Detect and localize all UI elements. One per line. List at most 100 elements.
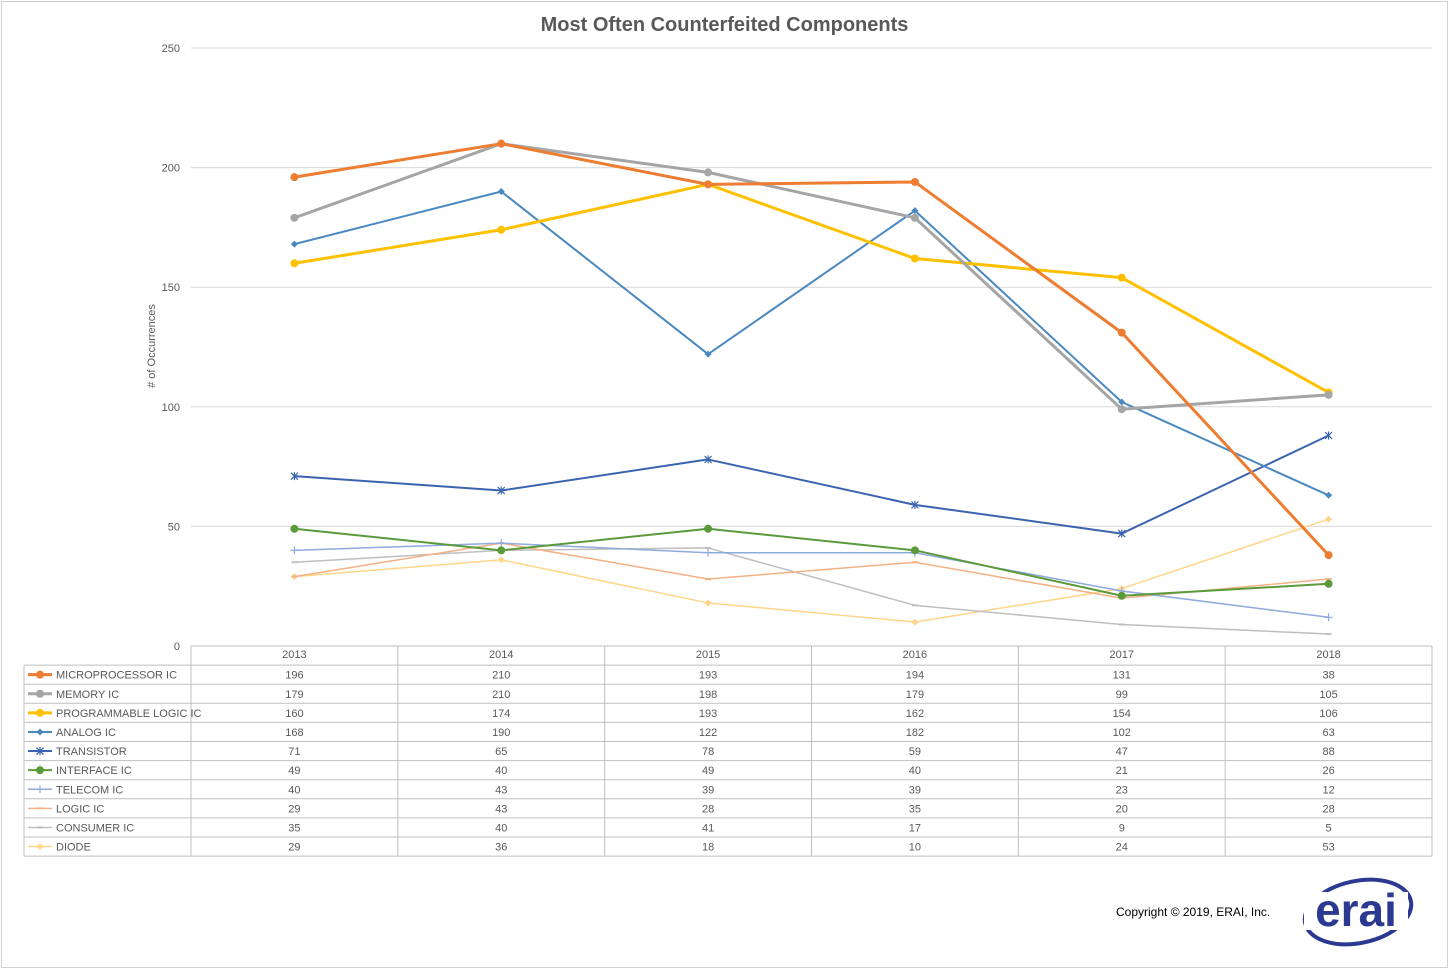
table-cell-value: 174 — [492, 708, 510, 720]
table-cell-value: 193 — [699, 708, 717, 720]
legend-label: PROGRAMMABLE LOGIC IC — [56, 708, 202, 720]
data-point — [1324, 579, 1333, 588]
data-point — [1325, 491, 1333, 499]
table-cell-value: 29 — [288, 842, 300, 854]
table-cell-value: 35 — [288, 822, 300, 834]
data-point — [497, 486, 506, 495]
data-point — [704, 350, 712, 358]
legend-label: INTERFACE IC — [56, 765, 132, 777]
data-point — [911, 618, 919, 626]
data-point — [497, 139, 506, 148]
table-cell-value: 26 — [1322, 765, 1334, 777]
table-cell-value: 65 — [495, 746, 507, 758]
legend-marker — [36, 785, 44, 794]
legend-label: DIODE — [56, 842, 91, 854]
data-point — [497, 225, 506, 234]
data-point — [1324, 551, 1333, 560]
table-cell-value: 160 — [285, 708, 303, 720]
table-cell-value: 47 — [1116, 746, 1128, 758]
y-tick-label: 100 — [162, 402, 180, 414]
table-cell-value: 40 — [495, 765, 507, 777]
series-line — [293, 142, 1329, 411]
series-line — [294, 542, 1329, 619]
table-cell-value: 53 — [1322, 842, 1334, 854]
table-cell-value: 179 — [906, 689, 924, 701]
series-line — [294, 190, 1329, 497]
legend-marker — [36, 670, 44, 679]
table-cell-value: 210 — [492, 670, 510, 682]
copyright-text: Copyright © 2019, ERAI, Inc. — [1116, 905, 1271, 919]
legend-label: CONSUMER IC — [56, 822, 134, 834]
data-point — [290, 259, 299, 268]
data-point — [497, 539, 506, 548]
data-point — [290, 240, 298, 248]
data-point — [1324, 613, 1333, 622]
table-cell-value: 28 — [702, 803, 714, 815]
table-cell-value: 168 — [285, 727, 303, 739]
table-cell-value: 102 — [1113, 727, 1131, 739]
data-point — [497, 188, 505, 196]
data-point — [1117, 328, 1126, 337]
series-line — [294, 547, 1329, 635]
data-point — [704, 455, 713, 464]
data-point — [704, 548, 713, 557]
table-cell-value: 59 — [909, 746, 921, 758]
data-point — [704, 168, 713, 177]
table-cell-value: 182 — [906, 727, 924, 739]
legend-marker — [36, 747, 44, 756]
series-line — [294, 182, 1330, 394]
legend-label: TRANSISTOR — [56, 746, 127, 758]
table-cell-value: 196 — [285, 670, 303, 682]
data-point — [1117, 591, 1126, 600]
table-cell-value: 106 — [1319, 708, 1337, 720]
table-cell-value: 29 — [288, 803, 300, 815]
table-cell-value: 71 — [288, 746, 300, 758]
table-cell-value: 12 — [1322, 784, 1334, 796]
legend-label: TELECOM IC — [56, 784, 123, 796]
legend-label: MEMORY IC — [56, 689, 119, 701]
x-tick-label: 2017 — [1110, 649, 1134, 661]
table-cell-value: 24 — [1116, 842, 1128, 854]
x-tick-label: 2018 — [1316, 649, 1340, 661]
legend-marker — [36, 728, 44, 736]
table-cell-value: 39 — [702, 784, 714, 796]
data-point — [497, 546, 506, 555]
data-point — [911, 207, 919, 215]
x-tick-label: 2013 — [282, 649, 306, 661]
y-tick-label: 250 — [162, 43, 180, 55]
data-point — [910, 254, 919, 263]
table-cell-value: 10 — [909, 842, 921, 854]
table-cell-value: 78 — [702, 746, 714, 758]
x-tick-label: 2014 — [489, 649, 513, 661]
data-point — [910, 213, 919, 222]
data-point — [290, 524, 299, 533]
series-line — [294, 434, 1330, 535]
table-cell-value: 23 — [1116, 784, 1128, 796]
data-point — [1117, 405, 1126, 414]
legend-marker — [36, 766, 44, 775]
data-point — [1118, 398, 1126, 406]
table-cell-value: 162 — [906, 708, 924, 720]
data-point — [1325, 515, 1333, 523]
legend-marker — [36, 708, 44, 717]
y-tick-label: 0 — [174, 641, 180, 653]
table-cell-value: 190 — [492, 727, 510, 739]
table-cell-value: 40 — [495, 822, 507, 834]
table-cell-value: 198 — [699, 689, 717, 701]
table-cell-value: 49 — [702, 765, 714, 777]
table-cell-value: 17 — [909, 822, 921, 834]
series-line — [294, 527, 1329, 597]
legend-marker — [36, 843, 44, 851]
table-cell-value: 210 — [492, 689, 510, 701]
table-cell-value: 20 — [1116, 803, 1128, 815]
logo-text: erai — [1315, 884, 1397, 936]
legend-label: ANALOG IC — [56, 727, 116, 739]
data-point — [704, 524, 713, 533]
data-point — [1117, 529, 1126, 538]
data-point — [704, 180, 713, 189]
table-cell-value: 193 — [699, 670, 717, 682]
table-cell-value: 28 — [1322, 803, 1334, 815]
table-cell-value: 63 — [1322, 727, 1334, 739]
data-point — [1324, 390, 1333, 399]
